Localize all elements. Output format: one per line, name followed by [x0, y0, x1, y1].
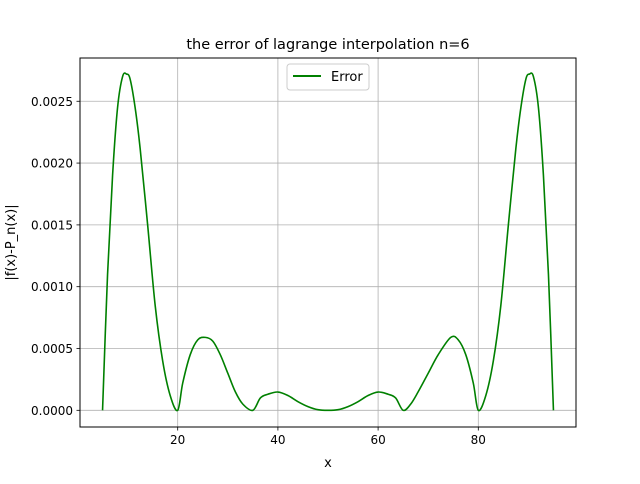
series-layer [101, 72, 555, 412]
series-line-error [101, 72, 555, 412]
x-tick-label: 80 [471, 433, 486, 447]
x-tick-label: 40 [270, 433, 285, 447]
x-tick-label: 20 [170, 433, 185, 447]
legend: Error [286, 63, 370, 91]
x-tick-label: 60 [370, 433, 385, 447]
legend-box [286, 63, 370, 91]
y-tick-label: 0.0025 [31, 95, 73, 109]
chart-title: the error of lagrange interpolation n=6 [186, 37, 469, 53]
x-axis-label: x [324, 456, 332, 471]
y-tick-label: 0.0020 [31, 157, 73, 171]
y-axis-label: |f(x)-P_n(x)| [4, 204, 19, 280]
y-tick-label: 0.0005 [31, 342, 73, 356]
grid [80, 58, 576, 427]
ticks: 20 40 60 80 0.0000 0.0005 0.0010 0.0015 0.0020 0.… [31, 95, 486, 447]
y-tick-label: 0.0000 [31, 404, 73, 418]
legend-label: Error [331, 70, 363, 85]
y-tick-label: 0.0015 [31, 218, 73, 232]
y-tick-label: 0.0010 [31, 280, 73, 294]
plot-frame [79, 57, 577, 428]
